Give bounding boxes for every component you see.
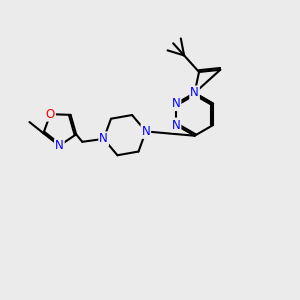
Text: N: N [99,132,108,146]
Text: O: O [46,108,55,121]
Text: N: N [141,125,150,138]
Text: N: N [172,118,180,131]
Text: N: N [190,86,199,99]
Text: N: N [172,97,180,110]
Text: N: N [55,139,64,152]
